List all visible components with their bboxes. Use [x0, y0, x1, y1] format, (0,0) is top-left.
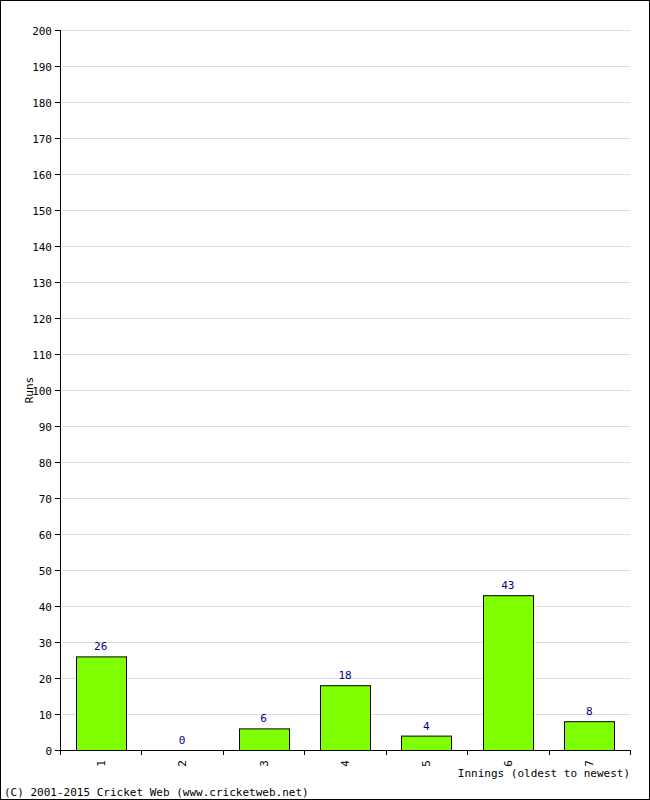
grid-line — [60, 210, 630, 211]
data-label: 26 — [94, 640, 107, 653]
y-tick-label: 150 — [32, 205, 52, 218]
y-tick — [55, 642, 60, 643]
grid-line — [60, 282, 630, 283]
y-tick — [55, 570, 60, 571]
x-tick-label: 4 — [339, 760, 352, 767]
bar — [321, 686, 371, 750]
x-tick-label: 5 — [420, 760, 433, 767]
grid-line — [60, 66, 630, 67]
grid-line — [60, 318, 630, 319]
y-tick-label: 50 — [39, 565, 52, 578]
bar — [77, 657, 127, 750]
bar — [484, 596, 534, 750]
annotation: (C) 2001-2015 Cricket Web (www.cricketwe… — [4, 786, 309, 799]
y-tick-label: 30 — [39, 637, 52, 650]
chart: 0102030405060708090100110120130140150160… — [0, 0, 650, 800]
x-tick — [630, 750, 631, 755]
grid-line — [60, 642, 630, 643]
data-label: 6 — [260, 712, 267, 725]
y-tick-label: 40 — [39, 601, 52, 614]
x-tick-label: 1 — [95, 760, 108, 767]
grid-line — [60, 606, 630, 607]
y-tick-label: 190 — [32, 61, 52, 74]
y-tick — [55, 678, 60, 679]
data-label: 4 — [423, 720, 430, 733]
y-tick-label: 20 — [39, 673, 52, 686]
y-tick-label: 170 — [32, 133, 52, 146]
grid-line — [60, 426, 630, 427]
y-tick — [55, 750, 60, 751]
bars — [77, 596, 615, 750]
bar — [565, 722, 615, 750]
x-tick — [467, 750, 468, 755]
y-tick — [55, 138, 60, 139]
y-axis-label: Runs — [23, 377, 36, 404]
frame — [1, 1, 650, 800]
grid-line — [60, 498, 630, 499]
x-tick — [304, 750, 305, 755]
y-tick — [55, 174, 60, 175]
y-tick-label: 180 — [32, 97, 52, 110]
grid-line — [60, 390, 630, 391]
y-tick — [55, 606, 60, 607]
y-tick-label: 140 — [32, 241, 52, 254]
data-label: 0 — [179, 734, 186, 747]
y-tick — [55, 714, 60, 715]
y-tick-label: 90 — [39, 421, 52, 434]
y-tick — [55, 30, 60, 31]
y-tick-label: 60 — [39, 529, 52, 542]
x-tick — [60, 750, 61, 755]
x-tick — [549, 750, 550, 755]
y-tick — [55, 318, 60, 319]
bar — [240, 729, 290, 750]
y-tick-label: 0 — [45, 745, 52, 758]
y-tick — [55, 102, 60, 103]
y-tick-label: 200 — [32, 25, 52, 38]
grid-line — [60, 30, 630, 31]
x-tick-label: 6 — [502, 760, 515, 767]
y-tick — [55, 66, 60, 67]
x-tick-label: 3 — [258, 760, 271, 767]
y-tick — [55, 462, 60, 463]
data-label: 8 — [586, 705, 593, 718]
grid-line — [60, 570, 630, 571]
y-axis — [60, 30, 61, 750]
x-tick — [141, 750, 142, 755]
grid-line — [60, 102, 630, 103]
x-tick-label: 7 — [583, 760, 596, 767]
y-tick — [55, 426, 60, 427]
grid-line — [60, 138, 630, 139]
bar — [402, 736, 452, 750]
x-axis-label: Innings (oldest to newest) — [458, 767, 630, 780]
x-axis — [60, 750, 630, 751]
y-tick — [55, 210, 60, 211]
y-tick-label: 120 — [32, 313, 52, 326]
x-tick — [386, 750, 387, 755]
y-tick-label: 160 — [32, 169, 52, 182]
y-tick-label: 70 — [39, 493, 52, 506]
grid-line — [60, 534, 630, 535]
y-tick-label: 110 — [32, 349, 52, 362]
grid-line — [60, 354, 630, 355]
y-tick-label: 10 — [39, 709, 52, 722]
x-tick — [223, 750, 224, 755]
grid-line — [60, 246, 630, 247]
grid-line — [60, 462, 630, 463]
y-tick — [55, 246, 60, 247]
data-label: 18 — [338, 669, 351, 682]
y-tick — [55, 282, 60, 283]
y-tick — [55, 534, 60, 535]
x-tick-label: 2 — [176, 760, 189, 767]
y-tick — [55, 354, 60, 355]
y-tick — [55, 498, 60, 499]
data-label: 43 — [501, 579, 514, 592]
y-tick — [55, 390, 60, 391]
y-tick-label: 130 — [32, 277, 52, 290]
grid-line — [60, 750, 630, 751]
grid-line — [60, 174, 630, 175]
y-tick-label: 80 — [39, 457, 52, 470]
